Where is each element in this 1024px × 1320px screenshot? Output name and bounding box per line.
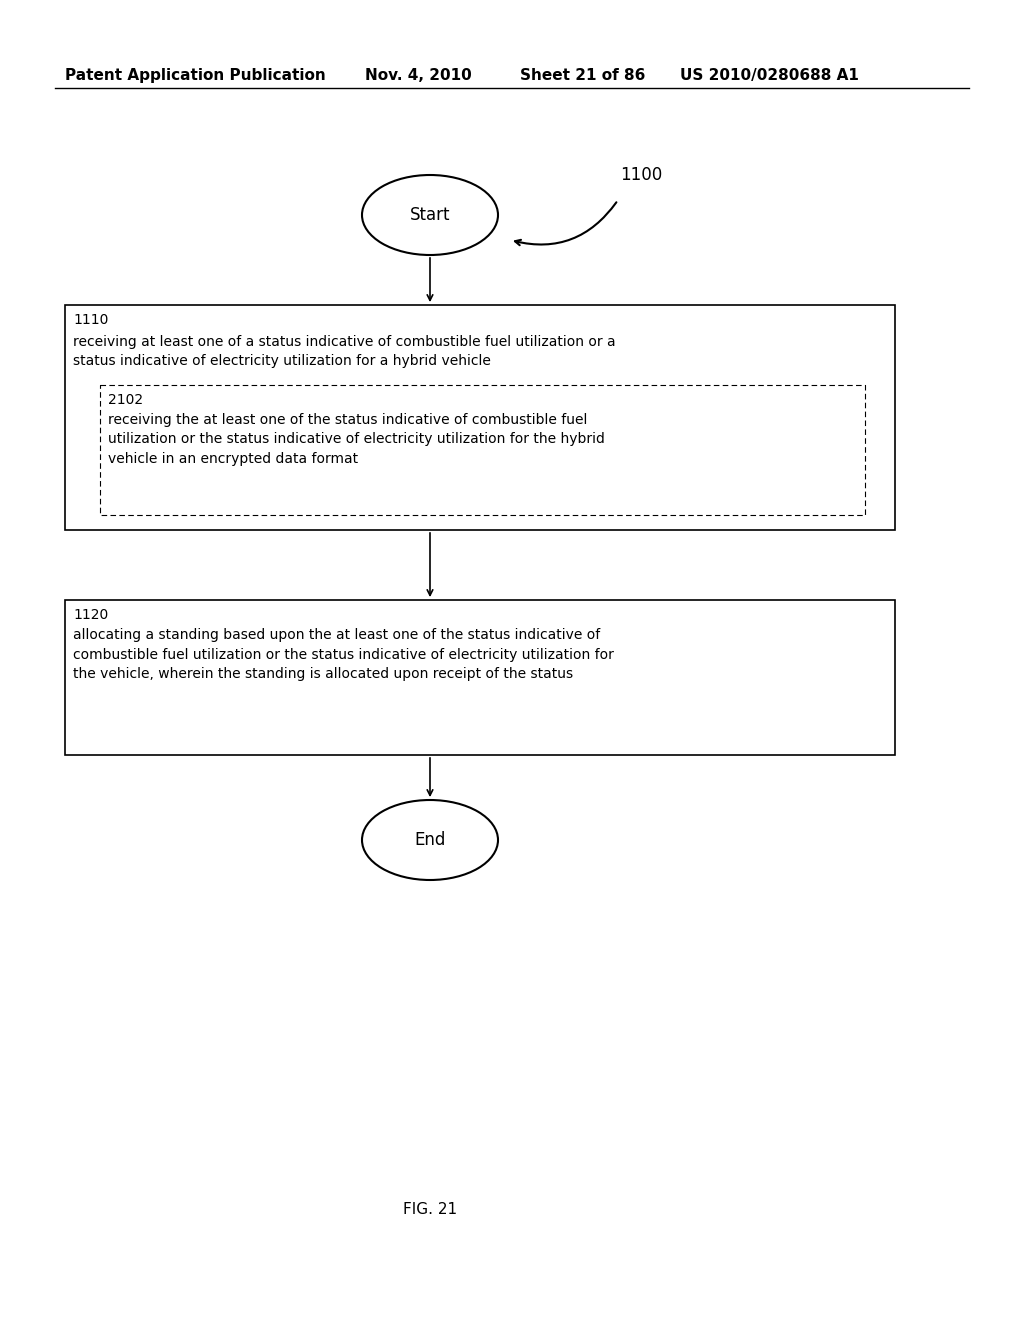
Bar — [65, 305, 895, 531]
Text: 1120: 1120 — [73, 609, 109, 622]
Text: Start: Start — [410, 206, 451, 224]
Text: allocating a standing based upon the at least one of the status indicative of
co: allocating a standing based upon the at … — [73, 628, 613, 681]
Text: 2102: 2102 — [108, 393, 143, 407]
Bar — [65, 601, 895, 755]
Text: receiving the at least one of the status indicative of combustible fuel
utilizat: receiving the at least one of the status… — [108, 413, 605, 466]
Text: Sheet 21 of 86: Sheet 21 of 86 — [520, 69, 645, 83]
Text: Patent Application Publication: Patent Application Publication — [65, 69, 326, 83]
Text: US 2010/0280688 A1: US 2010/0280688 A1 — [680, 69, 859, 83]
Text: 1100: 1100 — [620, 166, 663, 183]
Text: receiving at least one of a status indicative of combustible fuel utilization or: receiving at least one of a status indic… — [73, 335, 615, 368]
Text: 1110: 1110 — [73, 313, 109, 327]
Bar — [100, 385, 865, 515]
Text: Nov. 4, 2010: Nov. 4, 2010 — [365, 69, 472, 83]
Ellipse shape — [362, 800, 498, 880]
Text: End: End — [415, 832, 445, 849]
Ellipse shape — [362, 176, 498, 255]
Text: FIG. 21: FIG. 21 — [402, 1203, 457, 1217]
